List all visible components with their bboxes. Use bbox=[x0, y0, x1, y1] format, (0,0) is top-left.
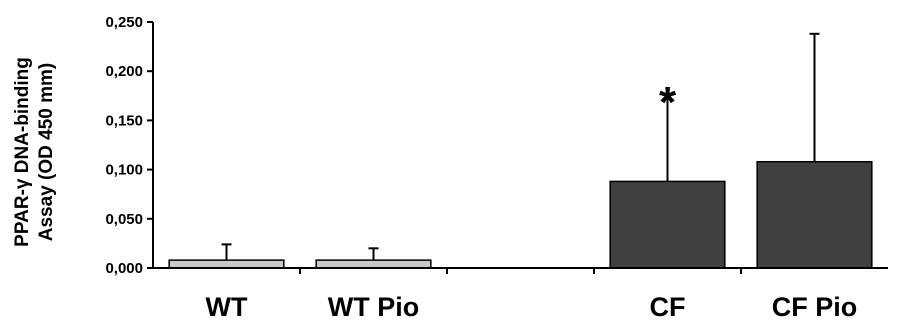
y-axis-title-line-2: Assay (OD 450 mm) bbox=[36, 63, 57, 241]
y-tick-label: 0,000 bbox=[105, 260, 143, 277]
y-tick-label: 0,250 bbox=[105, 14, 143, 31]
y-axis-title: PPAR-γ DNA-binding Assay (OD 450 mm) bbox=[12, 57, 57, 247]
y-tick-label: 0,150 bbox=[105, 112, 143, 129]
x-axis-categories: WT WT Pio CF CF Pio bbox=[206, 292, 858, 322]
significance-marker: * bbox=[659, 78, 677, 127]
x-axis-ticks bbox=[299, 268, 742, 274]
category-label: CF bbox=[650, 292, 686, 322]
bar bbox=[168, 259, 285, 269]
y-tick-label: 0,200 bbox=[105, 63, 143, 80]
bar bbox=[756, 160, 873, 269]
bar bbox=[609, 180, 726, 269]
category-label: WT Pio bbox=[328, 292, 419, 322]
category-label: CF Pio bbox=[772, 292, 858, 322]
y-tick-label: 0,100 bbox=[105, 162, 143, 179]
category-label: WT bbox=[206, 292, 248, 322]
bar bbox=[315, 259, 432, 269]
bars: * bbox=[168, 32, 873, 269]
y-tick-label: 0,050 bbox=[105, 211, 143, 228]
y-axis-title-line-1: PPAR-γ DNA-binding bbox=[12, 57, 33, 247]
y-axis-ticks: 0,000 0,050 0,100 0,150 0,200 0,250 bbox=[105, 14, 153, 277]
